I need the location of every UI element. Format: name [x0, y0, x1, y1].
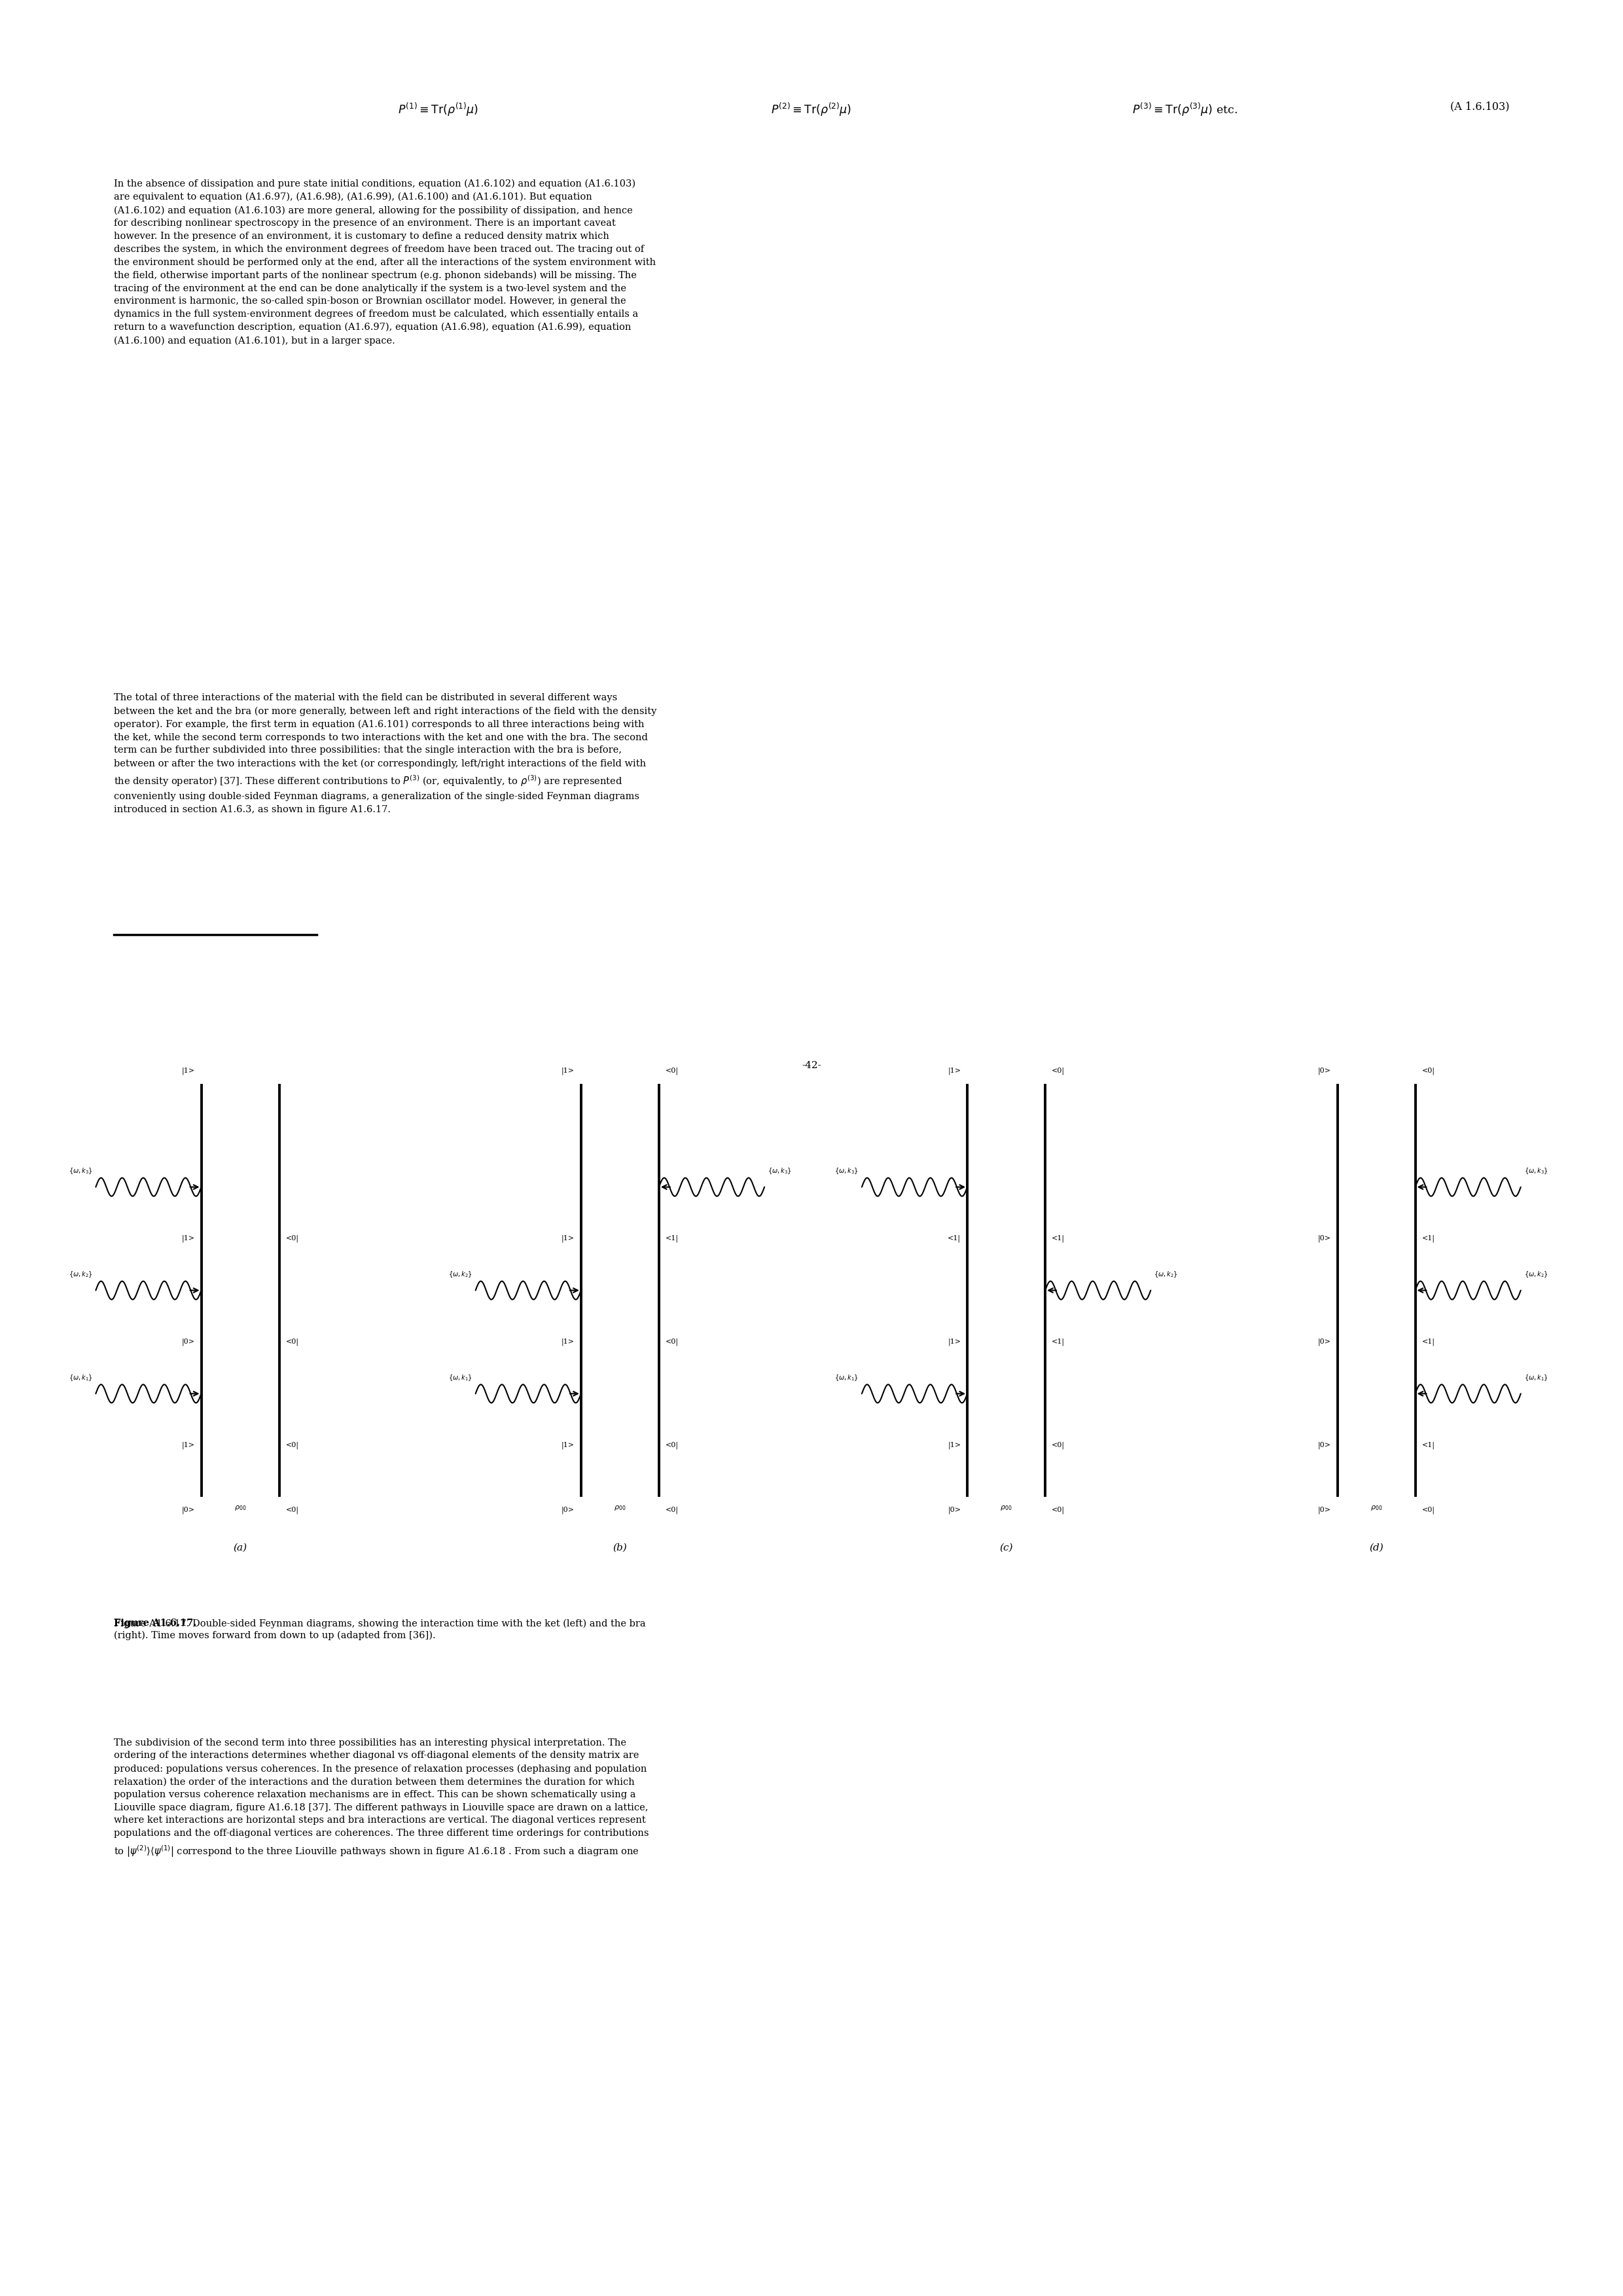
Text: <0|: <0|	[665, 1442, 678, 1449]
Text: $\{\omega, k_2\}$: $\{\omega, k_2\}$	[448, 1270, 472, 1279]
Text: |1>: |1>	[182, 1235, 195, 1242]
Text: |0>: |0>	[1318, 1068, 1331, 1075]
Text: <0|: <0|	[1052, 1506, 1065, 1513]
Text: <0|: <0|	[286, 1506, 299, 1513]
Text: $\{\omega, k_3\}$: $\{\omega, k_3\}$	[68, 1166, 93, 1176]
Text: |1>: |1>	[562, 1068, 575, 1075]
Text: <0|: <0|	[665, 1068, 678, 1075]
Text: |1>: |1>	[948, 1068, 961, 1075]
Text: -42-: -42-	[802, 1061, 821, 1070]
Text: <0|: <0|	[286, 1339, 299, 1345]
Text: <1|: <1|	[1422, 1235, 1435, 1242]
Text: |0>: |0>	[182, 1339, 195, 1345]
Text: $\{\omega, k_3\}$: $\{\omega, k_3\}$	[834, 1166, 859, 1176]
Text: |1>: |1>	[182, 1442, 195, 1449]
Text: $\{\omega, k_2\}$: $\{\omega, k_2\}$	[68, 1270, 93, 1279]
Text: $\rho_{00}$: $\rho_{00}$	[613, 1504, 626, 1511]
Text: |0>: |0>	[1318, 1442, 1331, 1449]
Text: <0|: <0|	[665, 1339, 678, 1345]
Text: |1>: |1>	[948, 1339, 961, 1345]
Text: $\rho_{00}$: $\rho_{00}$	[234, 1504, 247, 1511]
Text: $\{\omega, k_3\}$: $\{\omega, k_3\}$	[768, 1166, 792, 1176]
Text: |0>: |0>	[948, 1506, 961, 1513]
Text: The total of three interactions of the material with the field can be distribute: The total of three interactions of the m…	[114, 693, 656, 815]
Text: <1|: <1|	[948, 1235, 961, 1242]
Text: $\rho_{00}$: $\rho_{00}$	[1370, 1504, 1383, 1511]
Text: |1>: |1>	[562, 1442, 575, 1449]
Text: (A 1.6.103): (A 1.6.103)	[1451, 101, 1509, 113]
Text: $P^{(2)} \equiv \mathrm{Tr}(\rho^{(2)}\mu)$: $P^{(2)} \equiv \mathrm{Tr}(\rho^{(2)}\m…	[771, 101, 852, 117]
Text: In the absence of dissipation and pure state initial conditions, equation (A1.6.: In the absence of dissipation and pure s…	[114, 179, 656, 344]
Text: |0>: |0>	[1318, 1235, 1331, 1242]
Text: $\{\omega, k_1\}$: $\{\omega, k_1\}$	[1524, 1373, 1548, 1382]
Text: (d): (d)	[1370, 1543, 1383, 1552]
Text: <0|: <0|	[286, 1235, 299, 1242]
Text: $\{\omega, k_1\}$: $\{\omega, k_1\}$	[448, 1373, 472, 1382]
Text: <0|: <0|	[286, 1442, 299, 1449]
Text: |1>: |1>	[562, 1339, 575, 1345]
Text: <0|: <0|	[1422, 1506, 1435, 1513]
Text: |0>: |0>	[1318, 1506, 1331, 1513]
Text: |1>: |1>	[562, 1235, 575, 1242]
Text: |0>: |0>	[1318, 1339, 1331, 1345]
Text: <1|: <1|	[1052, 1339, 1065, 1345]
Text: <0|: <0|	[1422, 1068, 1435, 1075]
Text: $P^{(1)} \equiv \mathrm{Tr}(\rho^{(1)}\mu)$: $P^{(1)} \equiv \mathrm{Tr}(\rho^{(1)}\m…	[398, 101, 479, 117]
Text: <1|: <1|	[1422, 1339, 1435, 1345]
Text: $\{\omega, k_2\}$: $\{\omega, k_2\}$	[1524, 1270, 1548, 1279]
Text: <0|: <0|	[1052, 1068, 1065, 1075]
Text: <0|: <0|	[665, 1506, 678, 1513]
Text: $\{\omega, k_2\}$: $\{\omega, k_2\}$	[1154, 1270, 1178, 1279]
Text: The subdivision of the second term into three possibilities has an interesting p: The subdivision of the second term into …	[114, 1738, 649, 1857]
Text: <1|: <1|	[1052, 1235, 1065, 1242]
Text: |0>: |0>	[182, 1506, 195, 1513]
Text: $P^{(3)} \equiv \mathrm{Tr}(\rho^{(3)}\mu)$ etc.: $P^{(3)} \equiv \mathrm{Tr}(\rho^{(3)}\m…	[1133, 101, 1237, 117]
Text: $\{\omega, k_3\}$: $\{\omega, k_3\}$	[1524, 1166, 1548, 1176]
Text: $\rho_{00}$: $\rho_{00}$	[1000, 1504, 1013, 1511]
Text: |1>: |1>	[182, 1068, 195, 1075]
Text: (c): (c)	[1000, 1543, 1013, 1552]
Text: |1>: |1>	[948, 1442, 961, 1449]
Text: Figure A1.6.17.: Figure A1.6.17.	[114, 1619, 196, 1628]
Text: (a): (a)	[234, 1543, 247, 1552]
Text: <1|: <1|	[665, 1235, 678, 1242]
Text: |0>: |0>	[562, 1506, 575, 1513]
Text: <1|: <1|	[1422, 1442, 1435, 1449]
Text: $\{\omega, k_1\}$: $\{\omega, k_1\}$	[68, 1373, 93, 1382]
Text: (b): (b)	[613, 1543, 626, 1552]
Text: Figure A1.6.17. Double-sided Feynman diagrams, showing the interaction time with: Figure A1.6.17. Double-sided Feynman dia…	[114, 1619, 646, 1642]
Text: $\{\omega, k_1\}$: $\{\omega, k_1\}$	[834, 1373, 859, 1382]
Text: <0|: <0|	[1052, 1442, 1065, 1449]
